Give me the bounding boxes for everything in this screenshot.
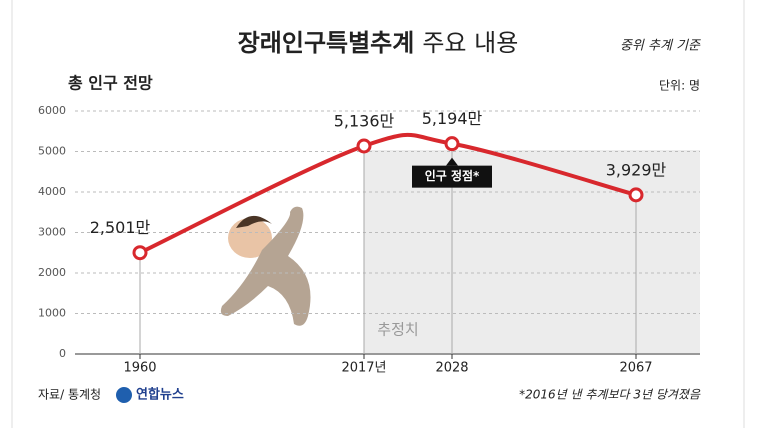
y-tick-label: 4000 [38, 185, 66, 198]
estimate-label: 추정치 [377, 321, 418, 339]
title-main: 장래인구특별추계 [238, 29, 415, 57]
y-tick-label: 2000 [38, 266, 66, 279]
y-axis-label: 총 인구 전망 [68, 74, 153, 93]
point [134, 247, 146, 259]
point [446, 138, 458, 150]
y-tick-label: 6000 [38, 104, 66, 117]
y-tick-label: 1000 [38, 307, 66, 320]
footnote: *2016년 낸 추계보다 3년 당겨졌음 [519, 388, 701, 402]
x-tick-label: 2017년 [341, 361, 386, 376]
source: 자료/ 통계청 [38, 388, 101, 402]
baby-illustration [221, 207, 311, 326]
logo: 연합뉴스 [136, 387, 184, 403]
point [358, 140, 370, 152]
value-label: 5,136만 [334, 111, 395, 130]
value-label: 5,194만 [422, 109, 483, 128]
unit-label: 단위: 명 [659, 79, 700, 93]
point [630, 189, 642, 201]
title-suffix: 주요 내용 [422, 29, 518, 57]
x-tick-label: 2067 [619, 361, 652, 376]
chart: 장래인구특별추계주요 내용 중위 추계 기준 총 인구 전망 단위: 명 추정치… [0, 0, 757, 428]
y-tick-label: 0 [59, 347, 66, 360]
x-tick-label: 1960 [123, 361, 156, 376]
value-label: 3,929만 [606, 160, 667, 179]
peak-label: 인구 정점* [425, 168, 480, 183]
y-tick-label: 3000 [38, 226, 66, 239]
y-tick-label: 5000 [38, 145, 66, 158]
value-label: 2,501만 [90, 218, 151, 237]
x-tick-label: 2028 [435, 361, 468, 376]
logo-icon [116, 387, 132, 403]
subtitle: 중위 추계 기준 [620, 39, 701, 54]
